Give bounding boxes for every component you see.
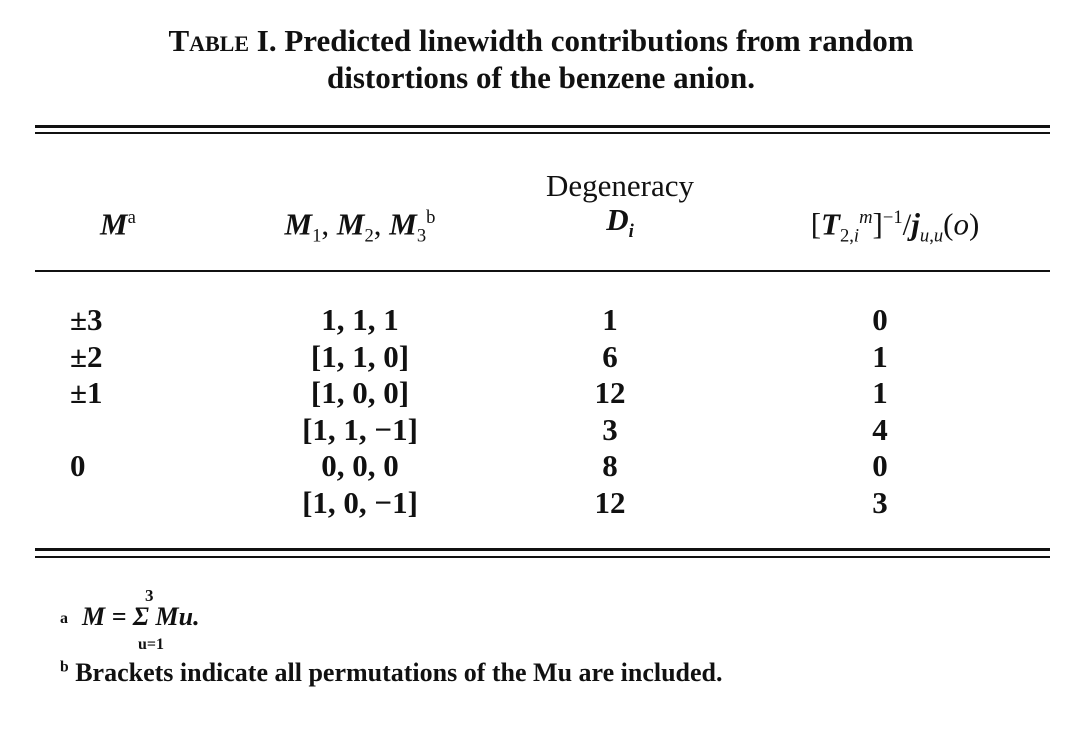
cell-d: 12	[594, 375, 626, 410]
cell-d: 1	[602, 302, 618, 337]
header-rule	[35, 270, 1050, 272]
bottom-rule-2	[35, 556, 1050, 558]
cell-m123: [1, 0, 0]	[310, 375, 410, 410]
cell-d: 8	[602, 448, 618, 483]
cell-m123: 0, 0, 0	[321, 448, 399, 483]
cell-d: 6	[602, 338, 618, 374]
cell-m: ±2	[70, 338, 103, 374]
cell-m123: 1, 1, 1	[321, 302, 399, 337]
table-caption: Table I. Predicted linewidth contributio…	[0, 22, 1082, 96]
caption-line-2: distortions of the benzene anion.	[327, 60, 755, 95]
cell-m123: [1, 1, −1]	[302, 411, 418, 447]
top-rule-2	[35, 132, 1050, 134]
cell-t: 3	[872, 484, 888, 520]
cell-d: 3	[602, 411, 618, 447]
table-label: Table I.	[168, 23, 277, 58]
header-m123: M1, M2, M3b	[284, 206, 436, 247]
cell-m: 0	[70, 448, 86, 483]
cell-t: 4	[872, 411, 888, 447]
header-degeneracy: Degeneracy	[545, 168, 694, 203]
cell-m: ±3	[70, 302, 103, 337]
cell-t: 1	[872, 375, 888, 410]
cell-t: 1	[872, 338, 888, 374]
cell-t: 0	[872, 448, 888, 483]
cell-m123: [1, 1, 0]	[310, 338, 410, 374]
footnote-b: b Brackets indicate all permutations of …	[60, 658, 723, 687]
cell-m: ±1	[70, 375, 103, 410]
header-t: [T2,im]−1/ju,u(o)	[810, 206, 980, 247]
cell-t: 0	[872, 302, 888, 337]
cell-m123: [1, 0, −1]	[302, 484, 418, 520]
bottom-rule	[35, 548, 1050, 551]
header-d: Di	[606, 202, 634, 243]
cell-d: 12	[594, 484, 626, 520]
top-rule	[35, 125, 1050, 128]
caption-line-1: Predicted linewidth contributions from r…	[284, 23, 914, 58]
header-m: Ma	[100, 206, 136, 242]
